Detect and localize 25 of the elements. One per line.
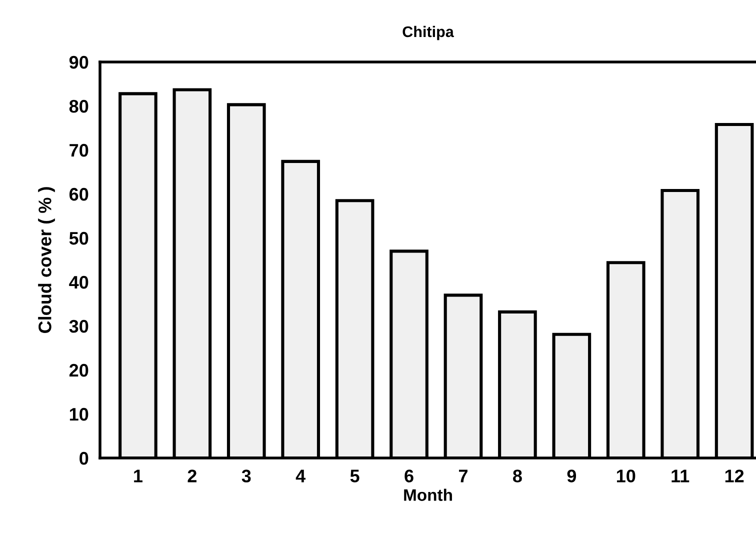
y-axis-title: Cloud cover ( % ) — [38, 187, 55, 333]
x-tick-label: 5 — [350, 470, 360, 482]
x-tick-label: 10 — [616, 470, 636, 482]
x-tick-label: 6 — [404, 470, 414, 482]
x-tick-label: 8 — [513, 470, 522, 482]
x-axis-title: Month — [404, 488, 452, 501]
y-tick-label: 10 — [70, 408, 88, 421]
x-tick-label: 2 — [188, 470, 196, 482]
x-tick-label: 1 — [134, 470, 142, 482]
y-tick-label: 60 — [69, 188, 88, 201]
chart-title: Chitipa — [402, 26, 454, 40]
y-tick-label: 20 — [69, 364, 88, 377]
y-tick-label: 50 — [69, 232, 88, 245]
x-tick-label: 12 — [725, 470, 744, 482]
y-tick-label: 0 — [80, 452, 88, 465]
x-tick-label: 4 — [296, 470, 306, 482]
x-tick-label: 11 — [672, 470, 690, 482]
y-tick-label: 70 — [70, 144, 88, 157]
x-tick-label: 9 — [567, 470, 576, 482]
x-tick-label: 7 — [458, 470, 468, 482]
y-tick-label: 40 — [69, 276, 88, 289]
y-tick-label: 80 — [69, 100, 88, 113]
y-tick-label: 90 — [69, 56, 88, 69]
x-tick-label: 3 — [242, 470, 251, 482]
y-tick-label: 30 — [69, 320, 88, 333]
